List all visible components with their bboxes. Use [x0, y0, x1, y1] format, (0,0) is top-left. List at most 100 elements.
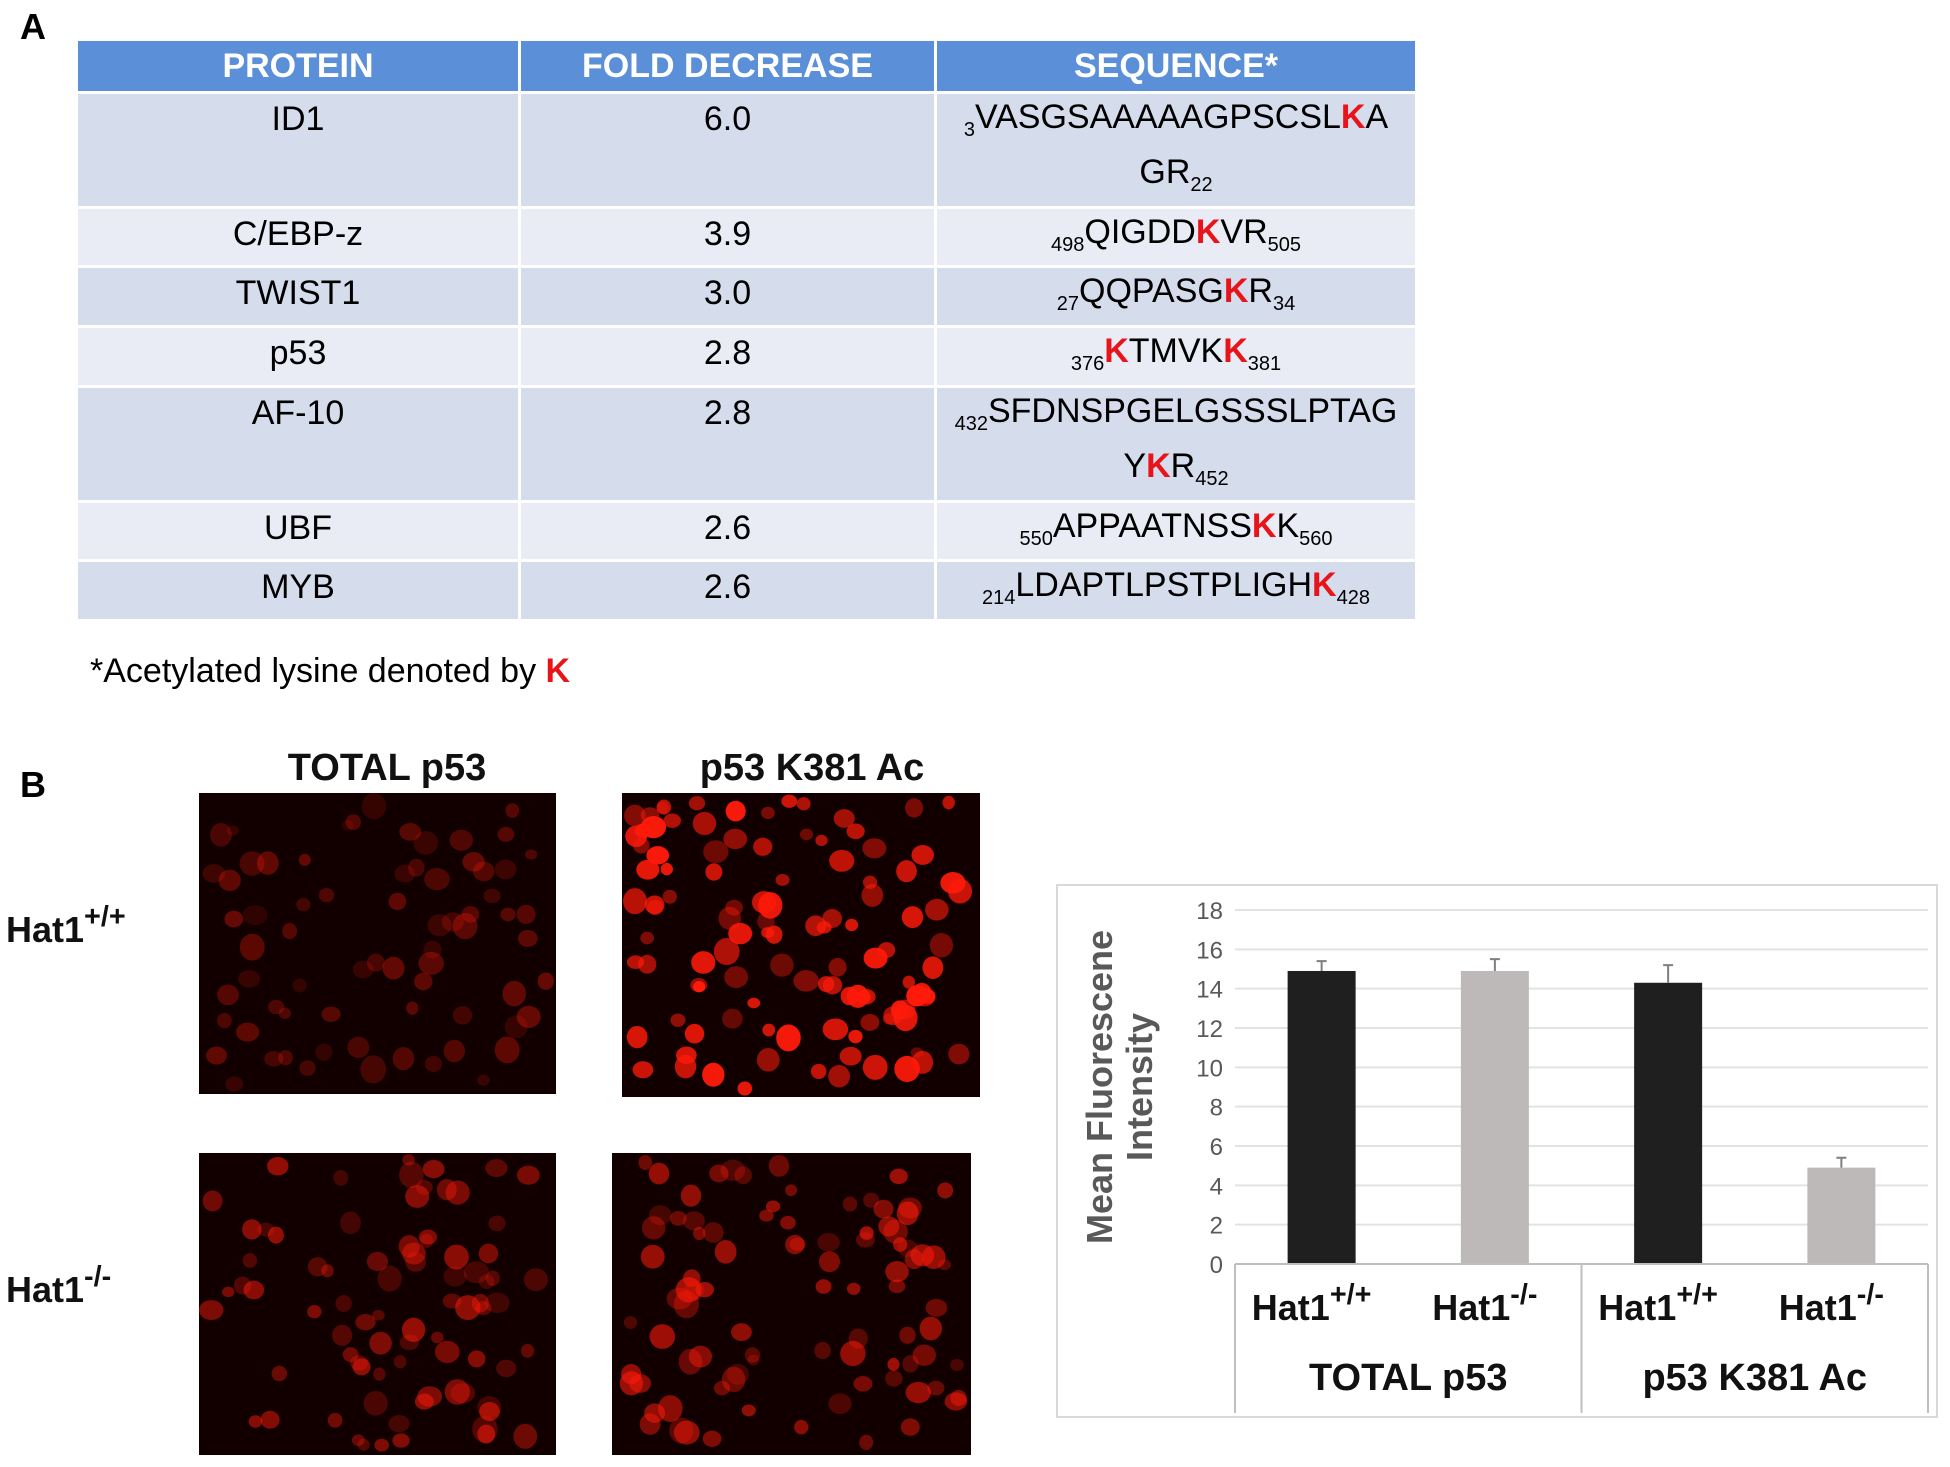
micrograph	[622, 793, 980, 1097]
nucleus	[233, 1276, 252, 1295]
nucleus	[463, 1261, 490, 1284]
acetylated-lysine: K	[1312, 566, 1337, 605]
nucleus	[418, 1229, 438, 1245]
nucleus	[401, 1317, 426, 1342]
nucleus	[899, 1326, 916, 1344]
acetylated-lysine: K	[1223, 332, 1248, 371]
x-tick-label: Hat1+/+	[1598, 1279, 1718, 1328]
nucleus	[721, 1366, 746, 1393]
x-tick-label: Hat1-/-	[1779, 1279, 1884, 1328]
nucleus	[842, 1196, 858, 1212]
nucleus	[785, 1234, 805, 1255]
nucleus	[846, 823, 865, 840]
residue-number: 27	[1056, 293, 1079, 316]
nucleus	[731, 1323, 752, 1341]
nucleus	[523, 1268, 548, 1292]
column-header: SEQUENCE*	[934, 38, 1418, 94]
nucleus	[393, 1355, 407, 1369]
nucleus	[462, 852, 485, 872]
nucleus	[347, 1036, 370, 1058]
nucleus	[822, 1018, 849, 1041]
column-title: TOTAL p53	[288, 747, 486, 789]
nucleus	[853, 1376, 873, 1392]
nucleus	[641, 1216, 666, 1240]
acetylated-lysine: K	[1223, 272, 1249, 311]
nucleus	[355, 1314, 376, 1331]
nucleus	[256, 851, 279, 875]
nucleus	[342, 1347, 359, 1363]
nucleus	[479, 1402, 500, 1422]
nucleus	[260, 1410, 280, 1429]
nucleus	[702, 1062, 725, 1087]
nucleus	[504, 1015, 528, 1039]
nucleus	[502, 980, 526, 1007]
residue-number: 34	[1272, 293, 1296, 316]
nucleus	[713, 937, 740, 966]
nucleus	[828, 1393, 852, 1415]
nucleus	[762, 1023, 776, 1037]
nucleus	[691, 951, 716, 974]
table-row: MYB 2.6 214LDAPTLPSTPLIGHK428	[75, 559, 1418, 623]
acetylated-lysine: K	[1251, 506, 1277, 545]
nucleus	[236, 1022, 260, 1042]
nucleus	[904, 1249, 924, 1270]
nucleus	[683, 1269, 701, 1288]
nucleus	[781, 794, 798, 808]
sequence-text: QIGDD	[1084, 212, 1196, 251]
nucleus	[756, 1047, 780, 1072]
nucleus	[863, 947, 888, 969]
fold-cell: 6.0	[518, 91, 937, 209]
nucleus	[496, 1359, 517, 1378]
nucleus	[885, 1261, 909, 1283]
nucleus	[640, 931, 655, 945]
nucleus	[202, 1190, 223, 1212]
nucleus	[327, 1412, 343, 1428]
nucleus	[944, 1392, 968, 1411]
nucleus	[765, 925, 783, 944]
nucleus	[494, 1036, 520, 1064]
nucleus	[423, 940, 442, 959]
nucleus	[278, 1007, 291, 1019]
nucleus	[796, 797, 811, 811]
nucleus	[925, 898, 949, 921]
nucleus	[520, 1343, 535, 1358]
nucleus	[494, 859, 517, 880]
nucleus	[226, 825, 240, 836]
nucleus	[199, 1300, 224, 1321]
nucleus	[478, 1243, 499, 1264]
nucleus	[399, 823, 422, 841]
nucleus	[848, 1029, 863, 1044]
nucleus	[857, 990, 871, 1004]
nucleus	[725, 800, 746, 822]
nucleus	[516, 1165, 540, 1185]
nucleus	[418, 951, 444, 975]
sequence-text: R	[1170, 446, 1196, 485]
sequence-cell: 214LDAPTLPSTPLIGHK428	[934, 559, 1418, 623]
nucleus	[666, 1287, 693, 1310]
label-text: Hat1	[1779, 1287, 1857, 1328]
nucleus	[775, 874, 790, 886]
sequence-text: K	[1276, 506, 1300, 545]
nucleus	[271, 1365, 288, 1382]
column-header: FOLD DECREASE	[518, 38, 937, 94]
fold-cell: 2.6	[518, 559, 937, 623]
nucleus	[388, 892, 407, 911]
label-superscript: +/+	[84, 901, 126, 933]
nucleus	[422, 1159, 445, 1179]
nucleus	[894, 1055, 920, 1082]
y-tick-label: 8	[1210, 1095, 1223, 1122]
nucleus	[862, 838, 887, 859]
nucleus	[828, 1065, 851, 1088]
nucleus	[905, 1381, 932, 1404]
table-row: UBF 2.6 550APPAATNSSKK560	[75, 499, 1418, 563]
nucleus	[644, 895, 665, 915]
y-tick-label: 18	[1196, 898, 1223, 925]
fold-cell: 2.8	[518, 325, 937, 388]
nucleus	[734, 1166, 753, 1185]
nucleus	[776, 1024, 801, 1052]
protein-cell: AF-10	[75, 384, 521, 503]
nucleus	[925, 1298, 948, 1317]
nucleus	[810, 1063, 827, 1079]
nucleus	[633, 837, 650, 854]
nucleus	[649, 1324, 676, 1349]
